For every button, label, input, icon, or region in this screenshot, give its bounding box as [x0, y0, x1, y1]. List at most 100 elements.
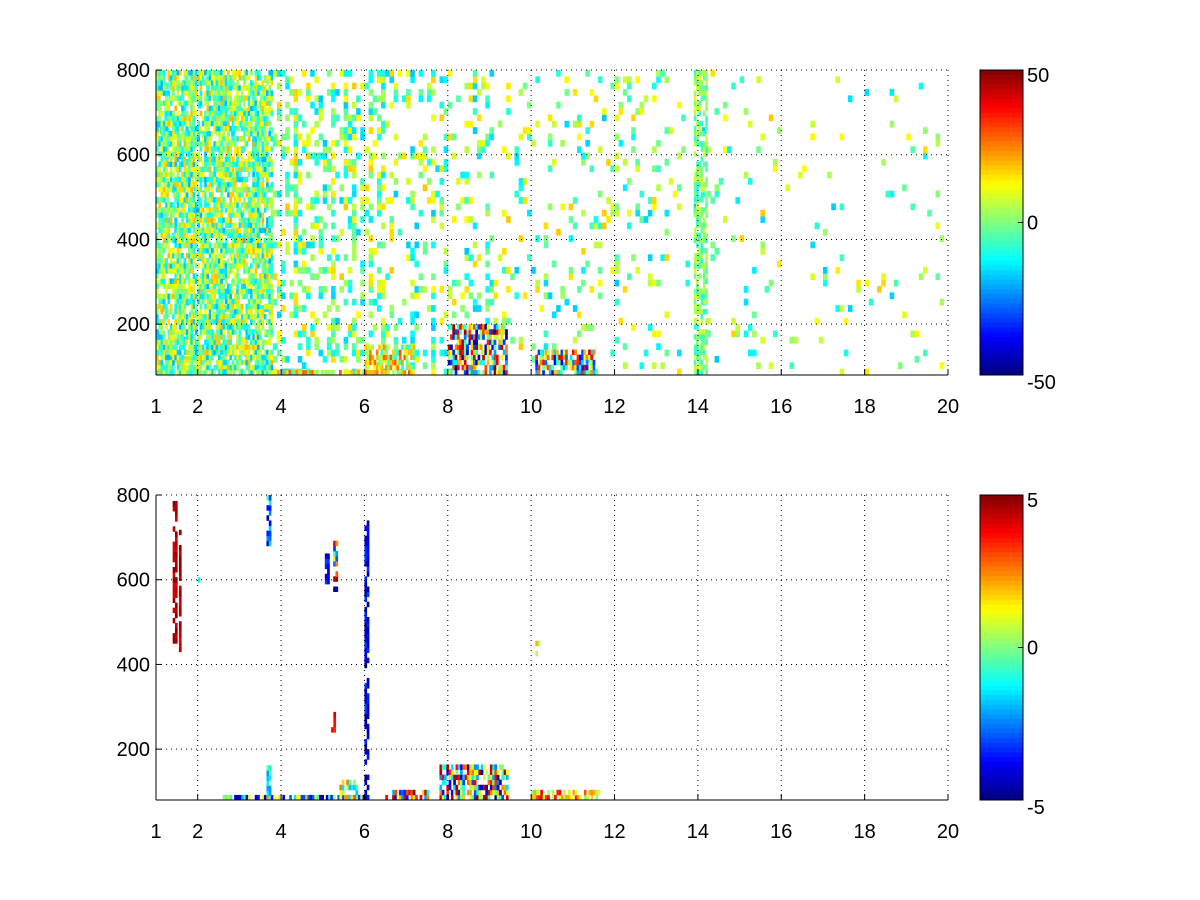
heatmap-cell: [231, 192, 235, 198]
heatmap-cell: [164, 178, 169, 185]
heatmap-cell: [201, 222, 205, 228]
heatmap-cell: [889, 190, 895, 198]
heatmap-cell: [197, 100, 200, 106]
heatmap-cell: [574, 364, 577, 371]
heatmap-cell: [496, 779, 500, 786]
heatmap-cell: [314, 108, 319, 115]
heatmap-cell: [268, 242, 272, 249]
heatmap-cell: [450, 349, 453, 356]
heatmap-cell: [224, 156, 228, 162]
heatmap-cell: [197, 349, 200, 356]
heatmap-cell: [652, 146, 657, 153]
heatmap-cell: [206, 286, 211, 293]
heatmap-cell: [174, 622, 178, 629]
heatmap-cell: [410, 292, 415, 300]
heatmap-cell: [343, 146, 349, 153]
heatmap-cell: [389, 101, 394, 109]
heatmap-cell: [190, 339, 194, 345]
heatmap-cell: [489, 279, 495, 287]
heatmap-cell: [470, 369, 474, 376]
heatmap-cell: [464, 216, 470, 223]
heatmap-cell: [347, 120, 353, 128]
heatmap-cell: [206, 273, 210, 279]
heatmap-cell: [220, 324, 223, 330]
heatmap-cell: [201, 253, 205, 259]
heatmap-cell: [760, 241, 765, 249]
heatmap-cell: [306, 171, 311, 179]
heatmap-cell: [266, 95, 269, 101]
heatmap-cell: [335, 586, 339, 592]
heatmap-cell: [185, 263, 189, 269]
heatmap-cell: [696, 369, 699, 376]
heatmap-cell: [240, 176, 244, 183]
heatmap-cell: [447, 344, 451, 350]
heatmap-cell: [461, 354, 465, 361]
heatmap-cell: [335, 576, 339, 582]
heatmap-cell: [208, 293, 212, 300]
heatmap-cell: [457, 764, 461, 770]
heatmap-cell: [868, 298, 874, 306]
heatmap-cell: [169, 293, 173, 300]
heatmap-cell: [243, 131, 246, 137]
heatmap-cell: [266, 364, 269, 371]
heatmap-cell: [489, 349, 492, 356]
heatmap-cell: [397, 228, 403, 236]
heatmap-cell: [185, 166, 189, 173]
heatmap-cell: [169, 247, 173, 254]
heatmap-cell: [252, 222, 255, 228]
heatmap-cell: [178, 329, 182, 335]
heatmap-cell: [160, 344, 164, 350]
heatmap-cell: [199, 110, 203, 117]
heatmap-cell: [462, 779, 466, 786]
heatmap-cell: [385, 70, 390, 77]
heatmap-cell: [702, 344, 706, 350]
heatmap-cell: [197, 171, 200, 178]
heatmap-cell: [391, 349, 395, 356]
heatmap-cell: [567, 794, 571, 801]
heatmap-cell: [266, 253, 269, 259]
heatmap-cell: [204, 125, 207, 132]
heatmap-cell: [197, 232, 200, 239]
heatmap-cell: [553, 369, 557, 376]
heatmap-cell: [231, 202, 235, 208]
heatmap-cell: [343, 89, 349, 96]
heatmap-cell: [188, 85, 191, 91]
heatmap-cell: [188, 253, 191, 259]
heatmap-cell: [165, 354, 168, 361]
heatmap-cell: [206, 336, 211, 344]
heatmap-cell: [431, 286, 436, 293]
heatmap-cell: [443, 349, 449, 357]
heatmap-cell: [483, 764, 486, 770]
heatmap-cell: [270, 136, 274, 142]
heatmap-cell: [259, 349, 262, 356]
heatmap-cell: [243, 85, 246, 91]
heatmap-cell: [165, 166, 168, 173]
heatmap-cell: [218, 298, 224, 306]
heatmap-cell: [243, 75, 246, 81]
heatmap-cell: [215, 288, 219, 295]
heatmap-cell: [368, 114, 374, 122]
heatmap-cell: [181, 136, 184, 142]
heatmap-cell: [473, 774, 477, 781]
heatmap-cell: [459, 329, 462, 335]
heatmap-cell: [406, 70, 411, 77]
heatmap-cell: [169, 344, 173, 350]
heatmap-cell: [227, 222, 230, 228]
heatmap-cell: [206, 354, 210, 361]
heatmap-cell: [188, 364, 191, 371]
heatmap-cell: [410, 364, 413, 371]
heatmap-cell: [702, 339, 706, 345]
heatmap-cell: [693, 136, 697, 142]
heatmap-cell: [537, 369, 541, 376]
heatmap-cell: [364, 794, 368, 801]
heatmap-cell: [201, 273, 205, 279]
heatmap-cell: [172, 207, 175, 213]
heatmap-cell: [463, 369, 467, 376]
heatmap-cell: [270, 80, 274, 86]
heatmap-cell: [360, 266, 365, 274]
heatmap-cell: [309, 794, 313, 801]
heatmap-cell: [544, 349, 548, 356]
heatmap-cell: [789, 362, 795, 370]
heatmap-cell: [190, 329, 194, 335]
heatmap-cell: [343, 70, 349, 77]
